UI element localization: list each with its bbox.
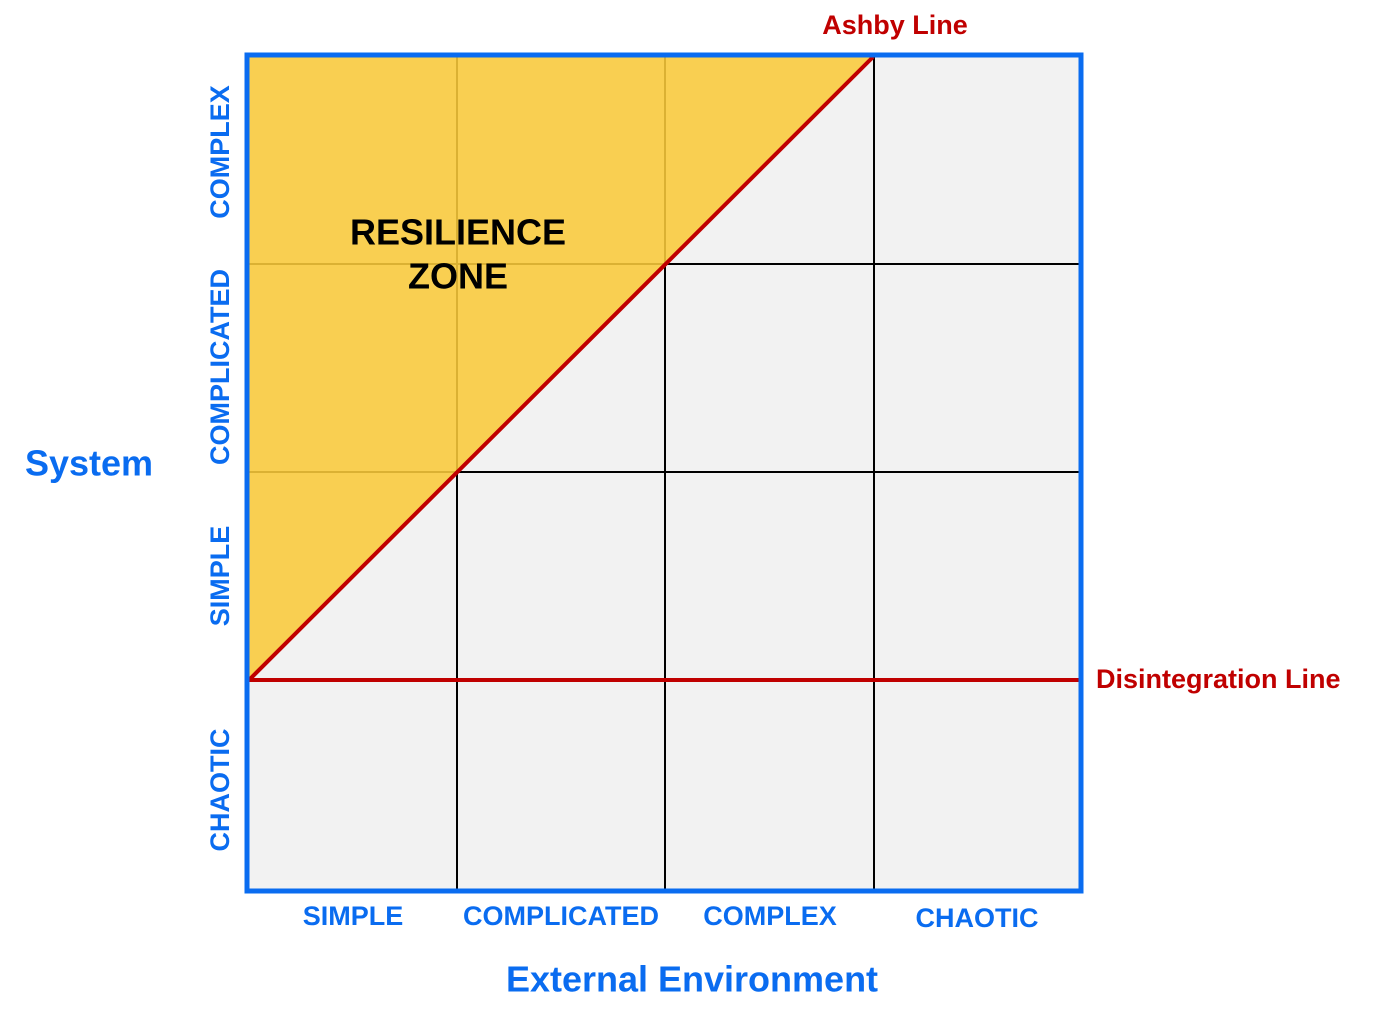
ashby-label: Ashby Line (822, 10, 968, 40)
environment-level: SIMPLE (303, 901, 404, 931)
environment-level: COMPLEX (703, 901, 837, 931)
zone-label: ZONE (408, 256, 508, 297)
system-level: COMPLICATED (205, 269, 235, 465)
zone-label: RESILIENCE (350, 212, 566, 253)
ashby-line (247, 55, 875, 682)
environment-axis-title: External Environment (506, 959, 878, 1000)
environment-level: COMPLICATED (463, 901, 659, 931)
matrix-frame (244, 52, 1084, 894)
environment-level: CHAOTIC (916, 903, 1039, 933)
disintegration-label: Disintegration Line (1096, 664, 1341, 694)
system-axis-title: System (25, 443, 153, 484)
system-level: CHAOTIC (205, 729, 235, 852)
system-level: SIMPLE (205, 526, 235, 627)
system-level: COMPLEX (205, 85, 235, 219)
